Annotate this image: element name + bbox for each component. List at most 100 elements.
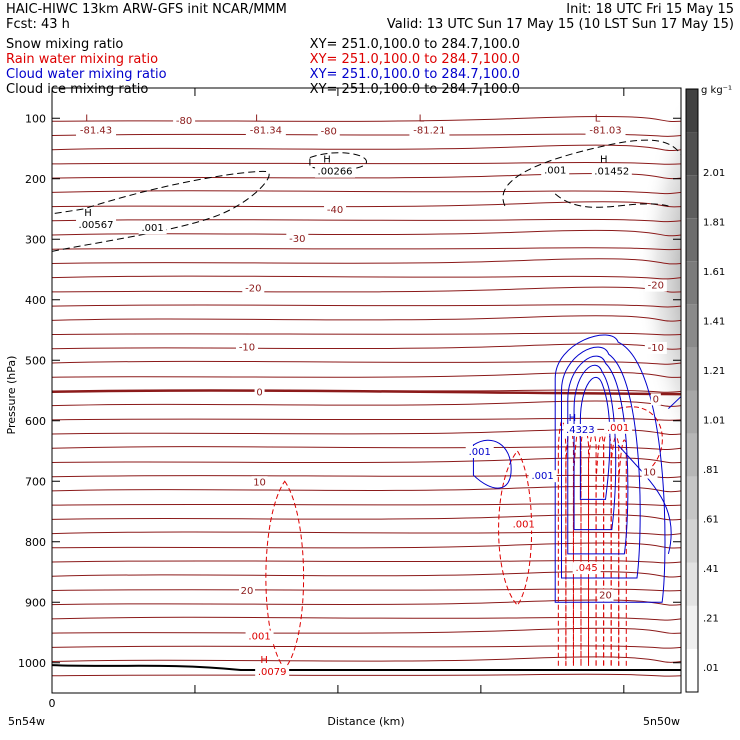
isotherm-line [51,599,682,606]
cloud-water-contour [573,364,617,531]
temperature-label: 0 [256,388,262,399]
extremum-letter: L [255,114,261,125]
isotherm-line [51,457,682,464]
rain-contour [557,420,567,666]
isotherm-line [51,218,682,223]
isotherm-line [51,645,682,649]
rain-contour [618,439,627,666]
isotherm-line [51,446,682,451]
contour-label-bg [509,518,538,531]
extremum-letter: H [260,655,268,666]
isotherm-line [51,304,682,308]
isotherm-line [51,616,682,621]
colorbar-level-label: .81 [703,465,719,476]
contour-label: .001 [142,223,164,234]
terrain-line [51,664,681,672]
temperature-label-bg [317,125,340,138]
extremum-letter: L [419,114,425,125]
y-tick-label: 200 [25,173,46,186]
colorbar-level-label: .21 [703,614,719,625]
y-tick-label: 400 [25,294,46,307]
cloud-water-contour [579,377,611,500]
header-forecast: Fcst: 43 h [6,17,70,32]
temperature-label: -10 [239,342,255,353]
isotherm-line [51,258,682,265]
isotherm-line [51,531,682,536]
colorbar-swatch [686,648,698,692]
colorbar-swatch [686,175,698,219]
field-legend: Snow mixing ratio XY= 251.0,100.0 to 284.… [6,37,520,97]
extremum-value-bg [245,124,286,137]
colorbar-level-label: .01 [703,663,719,674]
temperature-label-bg [324,204,347,216]
temperature-label: -20 [648,281,664,292]
header-init: Init: 18 UTC Fri 15 May 15 [566,2,734,17]
y-tick-label: 1000 [18,657,46,670]
extremum-value-bg [76,124,117,137]
temperature-label-bg [641,466,658,479]
isotherm-line [51,343,682,350]
rain-contour [588,431,597,666]
temperature-label: 10 [253,477,266,488]
rain-contour [610,436,620,666]
extremum-value: -81.03 [589,126,621,137]
colorbar-level-label: 2.01 [703,168,725,179]
temperature-label-bg [242,282,265,295]
isotherm-line [51,247,682,251]
temperature-label: 0 [653,394,659,405]
colorbar-swatch [686,605,698,649]
colorbar-swatch [686,390,698,434]
colorbar-level-label: 1.41 [703,317,725,328]
cloud-water-contour [554,334,666,603]
temperature-label: 20 [599,590,612,601]
y-tick-label: 500 [25,354,46,367]
x-start-label: 5n54w [8,715,45,728]
temperature-label-bg [644,341,667,354]
contour-label-bg [465,446,494,458]
isotherm-line [51,190,682,195]
rain-contour [572,430,582,666]
contour-label: .001 [513,520,535,531]
temperature-label: -80 [321,126,337,137]
extremum-value-bg [585,124,626,137]
colorbar-swatch [686,132,698,176]
extremum-value: -81.43 [80,126,112,137]
contour-label-bg [138,222,167,235]
temperature-label: 10 [643,468,656,479]
colorbar-level-label: 1.21 [703,366,725,377]
snow-contour [51,170,270,252]
temperature-label: 20 [241,586,254,597]
snow-contour [502,139,682,208]
isotherm-line [51,275,682,280]
colorbar-swatch [686,476,698,520]
rain-contour [617,406,663,470]
y-tick-label: 700 [25,475,46,488]
colorbar-level-label: 1.61 [703,267,725,278]
x-tick-label: 0 [49,697,56,710]
extremum-value-bg [315,165,356,178]
extremum-value-bg [255,665,290,678]
legend-field-name: Cloud ice mixing ratio [6,82,148,97]
temperature-label-bg [251,476,268,489]
extremum-value: -81.34 [250,126,282,137]
temperature-label: -80 [176,116,192,127]
colorbar-level-label: 1.01 [703,416,725,427]
colorbar-level-label: 1.81 [703,218,725,229]
contour-label: .001 [469,447,491,458]
contour-label-bg [245,630,274,643]
header-valid: Valid: 13 UTC Sun 17 May 15 (10 LST Sun … [387,17,734,32]
extremum-letter: L [595,114,601,125]
isotherm-line [51,360,682,365]
cloud-water-contour [567,355,629,555]
isotherm-line [51,627,682,634]
legend-field-path: XY= 251.0,100.0 to 284.7,100.0 [310,37,520,52]
isotherm-line [51,571,682,578]
colorbar-swatch [686,519,698,563]
isotherm-line [51,656,682,663]
contour-label: .001 [531,471,553,482]
isotherm-line [51,560,682,564]
isotherm-line [51,133,682,137]
x-axis-label: Distance (km) [327,715,404,728]
colorbar-level-label: .41 [703,564,719,575]
extremum-letter: H [600,155,608,166]
